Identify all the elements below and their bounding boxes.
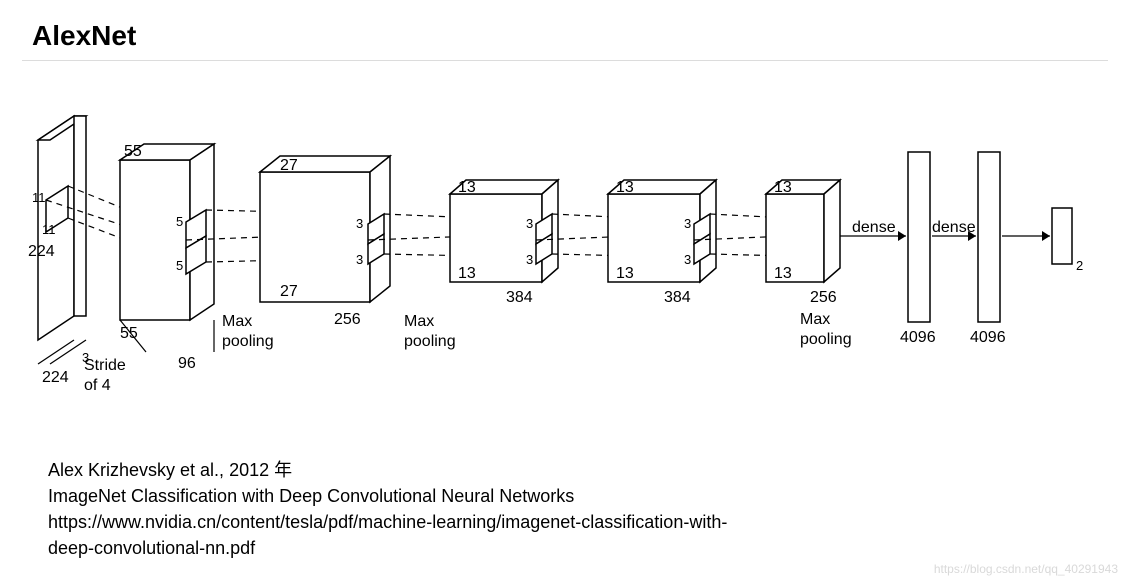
input-h: 224 [28, 243, 55, 260]
watermark: https://blog.csdn.net/qq_40291943 [934, 562, 1118, 576]
conv5-d: 256 [810, 289, 837, 306]
conv2-d: 256 [334, 311, 361, 328]
conv5-w: 13 [774, 265, 792, 282]
conv2-w: 27 [280, 283, 298, 300]
conv2-f-b: 3 [356, 252, 363, 267]
out-units: 2 [1076, 258, 1083, 273]
pool2-b: pooling [404, 333, 456, 350]
filter-11-a: 11 [32, 190, 46, 205]
alexnet-diagram: 11 11 224 224 3 Stride of 4 55 55 96 5 5… [28, 100, 1102, 420]
title-divider [22, 60, 1108, 61]
layer-conv3: 13 13 384 3 3 [450, 179, 558, 306]
conv4-w: 13 [616, 265, 634, 282]
conv4-h: 13 [616, 179, 634, 196]
conv1-h: 55 [124, 143, 142, 160]
layer-output: 2 [1052, 208, 1083, 273]
conv2-f-a: 3 [356, 216, 363, 231]
layer-input: 11 11 224 224 3 Stride of 4 [28, 116, 126, 394]
layer-fc6: 4096 [900, 152, 936, 346]
dense-1: dense [852, 219, 896, 236]
conv3-d: 384 [506, 289, 533, 306]
conv3-w: 13 [458, 265, 476, 282]
fc7-units: 4096 [970, 329, 1006, 346]
layer-fc7: 4096 [970, 152, 1006, 346]
caption-line-1: Alex Krizhevsky et al., 2012 年 [48, 458, 292, 482]
conv3-f-b: 3 [526, 252, 533, 267]
stride-lbl-b: of 4 [84, 377, 111, 394]
conv4-f-a: 3 [684, 216, 691, 231]
pool5-b: pooling [800, 331, 852, 348]
conv1-d: 96 [178, 355, 196, 372]
fc6-units: 4096 [900, 329, 936, 346]
pool1-b: pooling [222, 333, 274, 350]
input-w: 224 [42, 369, 69, 386]
caption-line-2: ImageNet Classification with Deep Convol… [48, 484, 574, 508]
caption-line-4: deep-convolutional-nn.pdf [48, 536, 255, 560]
conv1-f-b: 5 [176, 258, 183, 273]
caption-line-3: https://www.nvidia.cn/content/tesla/pdf/… [48, 510, 727, 534]
conv3-h: 13 [458, 179, 476, 196]
conv4-d: 384 [664, 289, 691, 306]
conv2-h: 27 [280, 157, 298, 174]
layer-conv1: 55 55 96 5 5 Max pooling [120, 143, 274, 372]
filter-11-b: 11 [42, 222, 56, 237]
layer-conv2: 27 27 256 3 3 Max pooling [260, 156, 456, 350]
pool2-a: Max [404, 313, 434, 330]
conv3-f-a: 3 [526, 216, 533, 231]
dense-2: dense [932, 219, 976, 236]
pool1-a: Max [222, 313, 252, 330]
conv5-h: 13 [774, 179, 792, 196]
page-title: AlexNet [32, 20, 136, 52]
pool5-a: Max [800, 311, 830, 328]
conv1-f-a: 5 [176, 214, 183, 229]
conv4-f-b: 3 [684, 252, 691, 267]
stride-lbl-a: Stride [84, 357, 126, 374]
layer-conv4: 13 13 384 3 3 [608, 179, 716, 306]
layer-conv5: 13 13 256 Max pooling [766, 179, 852, 348]
dense-arrows: dense dense [840, 219, 1050, 241]
